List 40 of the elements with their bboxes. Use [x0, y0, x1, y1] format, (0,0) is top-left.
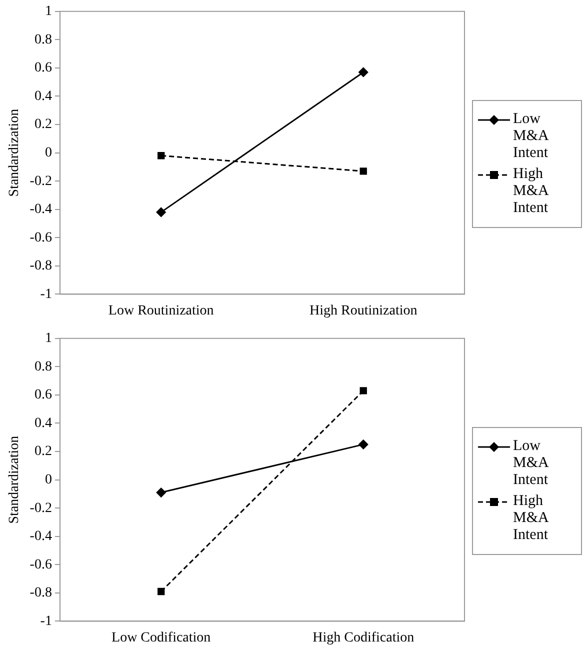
- y-tick-label: -1: [40, 286, 52, 302]
- y-tick-label: 1: [44, 4, 52, 20]
- y-tick-label: 0.4: [34, 88, 52, 104]
- legend-label: Low M&A Intent: [513, 110, 550, 162]
- y-tick-label: -0.2: [30, 174, 52, 189]
- y-tick-label: 0.6: [34, 388, 52, 403]
- y-axis-title: Standardization: [7, 108, 22, 197]
- y-tick-label: -0.6: [30, 557, 52, 572]
- y-tick-label: -0.2: [30, 500, 52, 516]
- y-tick-label: 0: [44, 145, 52, 160]
- point: [158, 152, 165, 160]
- y-tick-label: -1: [40, 614, 52, 629]
- point: [156, 488, 166, 498]
- y-tick-label: 0.8: [34, 359, 52, 374]
- y-tick-label: -0.8: [30, 258, 52, 274]
- legend-label: High M&A Intent: [513, 492, 550, 544]
- x-tick-label: High Codification: [312, 630, 414, 646]
- point: [360, 387, 367, 394]
- point: [156, 207, 166, 217]
- x-tick-label: Low Routinization: [108, 303, 214, 318]
- y-tick-label: -0.4: [30, 202, 52, 218]
- y-tick-label: 0.8: [34, 32, 52, 48]
- y-tick-label: 0.2: [34, 117, 52, 132]
- x-tick-label: Low Codification: [112, 630, 211, 646]
- y-tick-label: 1: [44, 331, 52, 346]
- x-tick-label: High Routinization: [310, 303, 418, 318]
- y-tick-label: -0.4: [30, 529, 52, 544]
- y-tick-label: 0.2: [34, 444, 52, 460]
- y-tick-label: -0.6: [30, 230, 52, 246]
- point: [358, 440, 368, 450]
- point: [360, 168, 367, 175]
- y-axis-title: Standardization: [7, 436, 22, 524]
- y-tick-label: 0.4: [34, 416, 52, 431]
- point: [358, 67, 368, 77]
- y-tick-label: 0.6: [34, 60, 52, 76]
- y-tick-label: -0.8: [30, 586, 52, 601]
- legend-label: High M&A Intent: [513, 166, 550, 216]
- point: [158, 588, 165, 596]
- legend-label: Low M&A Intent: [513, 438, 550, 488]
- y-tick-label: 0: [44, 472, 52, 488]
